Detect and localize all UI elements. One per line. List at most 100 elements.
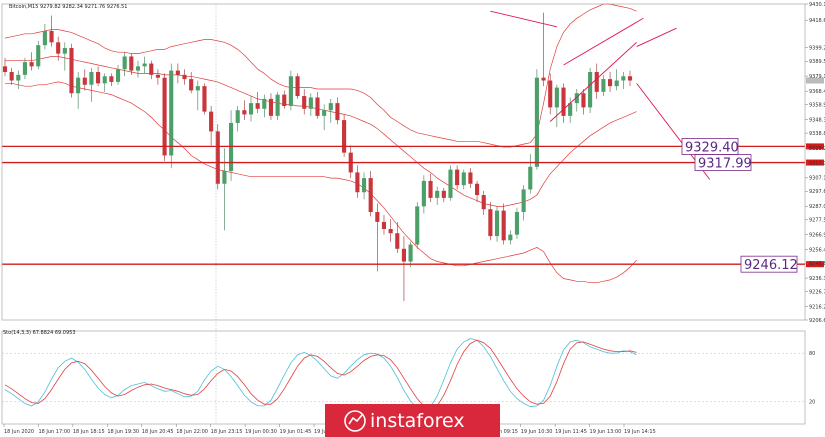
candle [202,83,207,115]
level-callouts: 9329.40 9317.99 9246.12 [681,138,798,273]
candle-body [514,212,520,235]
candle [36,40,41,70]
candle-body [42,31,47,46]
candle [435,186,440,205]
candle [248,96,254,122]
price-tick-label: 9297.60 [809,189,825,195]
candle-body [554,87,559,108]
candle [129,53,134,75]
time-tick-label: 19 Jun 13:00 [590,429,622,435]
candle [49,15,54,47]
candle-body [395,233,400,249]
candle [2,57,8,77]
candle [135,60,141,78]
candle [581,88,586,115]
time-tick-label: 19 Jun 01:45 [280,429,312,435]
stoch-signal-line [4,339,637,410]
candle-body [9,72,14,81]
candle [275,91,280,121]
candle [488,202,493,241]
candle [315,91,320,119]
candle [594,63,599,99]
candle-body [415,206,420,245]
candle [448,165,453,201]
candle [115,64,121,85]
candle-body [268,98,274,116]
candle-body [342,120,347,153]
time-tick-label: 18 Jun 20:45 [142,429,174,435]
candle-body [435,190,440,198]
candle-body [49,31,54,43]
level-callout-box [740,255,798,273]
candle-body [381,221,387,229]
candle-body [135,66,141,71]
candle [96,66,101,87]
stochastic-panel: 80 20 [2,338,815,412]
candle-body [96,72,101,84]
price-tick-label: 9379.10 [809,74,825,80]
candle-body [89,72,94,85]
candle-body [601,79,606,92]
candle-body [169,70,174,156]
time-tick-label: 18 Jun 17:00 [38,429,70,435]
brand-name: instaforex [370,410,465,432]
candle-body [361,178,367,193]
price-tick-label: 9317.70 [809,161,825,167]
candle-body [621,76,626,81]
candle-body [508,234,513,241]
candle [441,187,446,203]
candle-body [182,74,187,80]
candle [415,202,420,249]
candle-body [235,110,240,123]
candle-body [308,97,313,109]
level-callout: 9246.12 [740,255,798,273]
time-tick-label: 18 Jun 19:30 [107,429,139,435]
candle [455,165,460,190]
candle [295,73,300,99]
channel-upper-ext-line [636,27,677,47]
candle [169,63,174,169]
price-panel-frame [1,3,806,321]
price-tick-label: 9368.45 [809,89,825,95]
candle [541,12,546,87]
candle-body [594,72,599,92]
candle [361,172,367,200]
candle-body [248,103,254,115]
candle-body [581,93,586,108]
candle-body [149,63,154,75]
candle [76,72,81,109]
candle [142,56,147,74]
candle-body [428,180,433,198]
candle-body [475,183,480,196]
candle [288,70,293,111]
candle-body [202,86,207,112]
price-tick-label: 9399.20 [809,45,825,51]
candle-body [29,62,34,67]
candle-body [222,171,227,184]
candle [368,171,373,217]
candle-body [335,103,340,121]
level-callout-label: 9246.12 [744,258,798,273]
time-tick-label: 19 Jun 00:30 [245,429,277,435]
candle-body [461,172,466,186]
candle-body [574,93,579,104]
price-tick-label: 9256.40 [809,247,825,253]
candle [122,52,127,77]
candle [56,36,61,61]
candle [388,219,393,242]
price-tick-label: 9418.65 [809,18,825,24]
candle [421,175,426,214]
candle [528,154,533,194]
candle [282,90,287,109]
candle-body [76,77,81,94]
price-tick-label: 9338.80 [809,131,825,137]
candle-body [295,76,300,97]
candle-body [388,228,393,234]
bollinger-bands [4,3,637,284]
band-lower-line [5,81,637,284]
candle [9,67,14,85]
brand-banner: instaforex [325,404,500,437]
candle [588,67,593,114]
candle-body [288,76,293,106]
